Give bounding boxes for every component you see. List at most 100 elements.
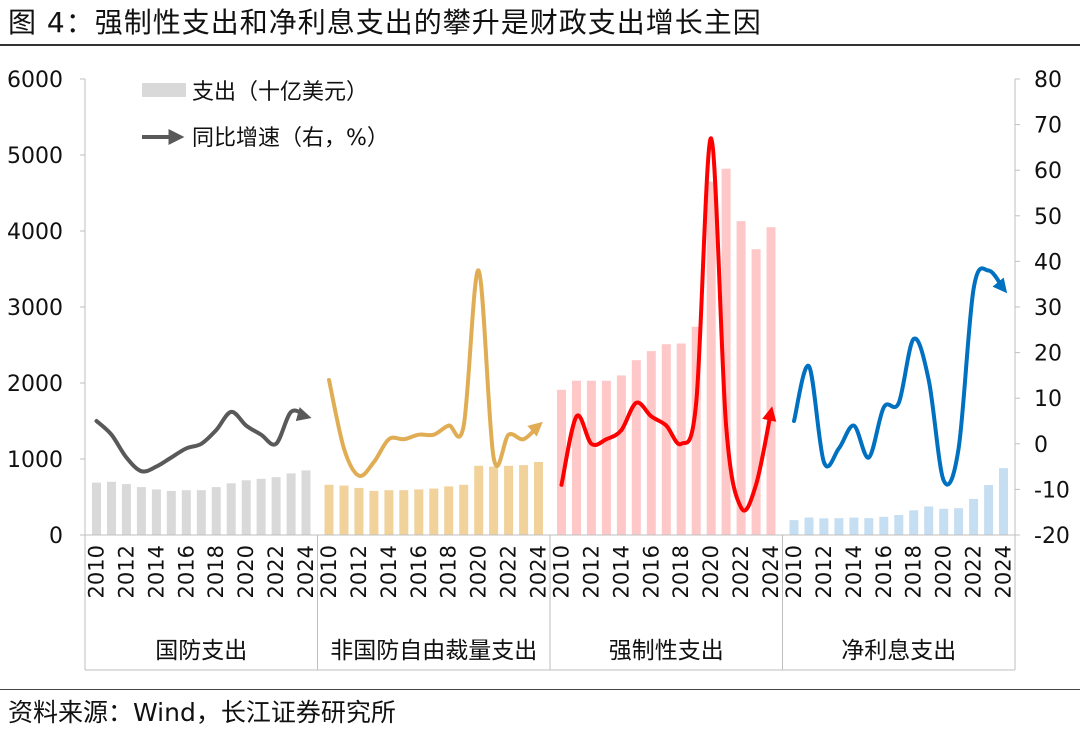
left-axis-tick-label: 5000 (7, 144, 63, 169)
bar (834, 518, 844, 535)
bar (646, 351, 656, 535)
bar (924, 506, 934, 535)
x-tick-label: 2024 (992, 545, 1016, 598)
right-axis-tick-label: -10 (1034, 478, 1070, 503)
x-tick-label: 2012 (114, 545, 138, 598)
bar (969, 498, 979, 535)
x-tick-label: 2012 (812, 545, 836, 598)
group-label: 国防支出 (155, 638, 247, 664)
bar (766, 227, 776, 535)
left-axis-tick-label: 0 (49, 524, 63, 549)
growth-line (792, 266, 1008, 487)
bar (474, 465, 484, 535)
bar (789, 520, 799, 535)
bar (339, 485, 349, 535)
bar (572, 380, 581, 535)
legend-bar-swatch (142, 83, 186, 97)
bar (369, 490, 379, 535)
bar (804, 517, 814, 535)
bar (751, 249, 761, 535)
bar (384, 490, 394, 535)
bar (107, 481, 116, 535)
bar (181, 490, 191, 535)
x-tick-label: 2010 (550, 545, 574, 598)
x-tick-label: 2010 (782, 545, 806, 598)
right-axis-tick-label: 60 (1034, 159, 1062, 184)
x-tick-label: 2020 (467, 545, 491, 598)
right-axis-tick-label: -20 (1034, 524, 1070, 549)
x-tick-label: 2018 (437, 545, 461, 598)
growth-line (94, 407, 312, 474)
title-divider (0, 44, 1080, 46)
right-axis-tick-label: 20 (1034, 342, 1062, 367)
bar (166, 490, 176, 535)
bar (196, 490, 206, 535)
x-tick-label: 2022 (729, 545, 753, 598)
bar (519, 465, 529, 535)
x-tick-label: 2010 (85, 545, 109, 598)
x-tick-label: 2010 (317, 545, 341, 598)
bar (504, 465, 514, 535)
x-tick-label: 2020 (234, 545, 258, 598)
group-label: 强制性支出 (609, 638, 724, 664)
left-axis-tick-label: 2000 (7, 372, 63, 397)
bar (631, 360, 641, 535)
bar (354, 487, 364, 535)
bar (444, 486, 454, 535)
x-tick-label: 2016 (174, 545, 198, 598)
bar (909, 510, 919, 535)
x-tick-label: 2018 (902, 545, 926, 598)
x-tick-label: 2014 (609, 545, 633, 598)
x-tick-label: 2022 (497, 545, 521, 598)
bar (984, 485, 994, 535)
legend: 支出（十亿美元） 同比增速（右，%） (142, 80, 389, 151)
bar (429, 488, 439, 535)
right-axis-tick-label: 30 (1034, 296, 1062, 321)
bar (557, 389, 566, 535)
bar (616, 375, 626, 535)
source-note: 资料来源：Wind，长江证券研究所 (8, 698, 396, 727)
bar (691, 326, 701, 535)
right-axis-tick-label: 80 (1034, 68, 1062, 93)
bar (676, 343, 686, 535)
x-tick-label: 2014 (144, 545, 168, 598)
bar (301, 470, 311, 535)
growth-line (559, 136, 777, 513)
bar (661, 344, 671, 535)
bar (399, 490, 409, 535)
left-axis-tick-label: 6000 (7, 68, 63, 93)
left-axis-tick-label: 1000 (7, 448, 63, 473)
group-label: 非国防自由裁量支出 (330, 638, 537, 664)
figure-title: 图 4：强制性支出和净利息支出的攀升是财政支出增长主因 (8, 6, 762, 39)
x-tick-label: 2020 (699, 545, 723, 598)
x-tick-label: 2020 (932, 545, 956, 598)
left-axis-tick-label: 3000 (7, 296, 63, 321)
right-axis-tick-label: 0 (1034, 433, 1048, 458)
bar (136, 487, 146, 535)
bar (999, 468, 1008, 535)
bar (954, 508, 964, 535)
bar (601, 380, 611, 535)
x-tick-label: 2012 (347, 545, 371, 598)
x-tick-label: 2018 (669, 545, 693, 598)
x-tick-label: 2022 (962, 545, 986, 598)
bar (736, 221, 746, 535)
legend-line-label: 同比增速（右，%） (192, 126, 389, 151)
x-tick-label: 2016 (639, 545, 663, 598)
bar (414, 489, 424, 535)
bar (894, 515, 904, 535)
group-label: 净利息支出 (841, 638, 956, 664)
x-tick-label: 2022 (264, 545, 288, 598)
x-tick-label: 2016 (872, 545, 896, 598)
bar (226, 483, 236, 535)
bar (256, 478, 266, 535)
x-tick-label: 2024 (527, 545, 551, 598)
x-tick-label: 2024 (294, 545, 318, 598)
bar (849, 517, 859, 535)
bar (459, 484, 469, 535)
bar (586, 380, 596, 535)
bar (706, 181, 716, 535)
bar (534, 462, 543, 535)
bar (721, 168, 731, 535)
